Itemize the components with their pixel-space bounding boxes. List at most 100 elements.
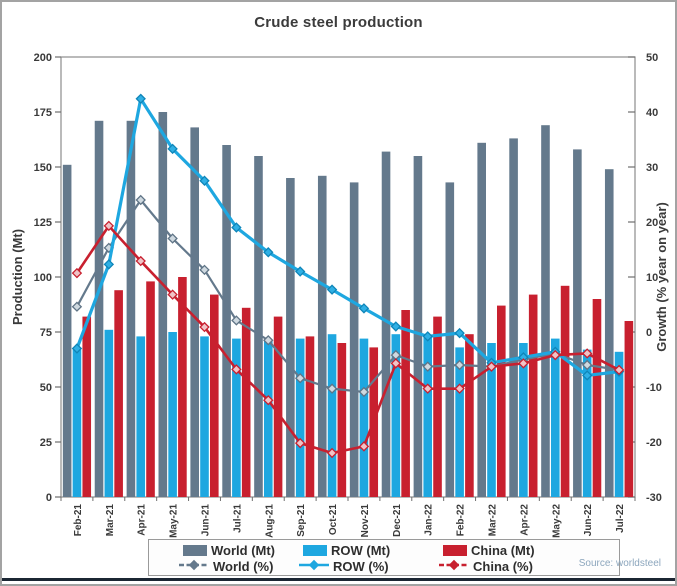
right-axis-tick-label: 50 [646,52,658,64]
marker-row-pct [263,247,274,258]
bar-china [560,285,570,497]
bar-world [604,169,614,497]
right-axis-tick-label: 30 [646,162,658,174]
bar-row [391,334,401,497]
bar-world [62,164,72,498]
right-axis-tick-label: 10 [646,272,658,284]
bar-world [413,156,423,497]
bar-china [114,290,123,497]
bar-china [305,336,315,497]
bar-china [82,316,92,497]
bar-china [210,294,219,497]
x-axis-label: Dec-21 [392,504,403,537]
bar-row [519,343,528,497]
marker-china-pct [135,255,146,267]
row-bar-swatch-icon [303,545,327,556]
marker-row-pct [422,331,433,342]
left-axis-tick-label: 75 [40,327,52,339]
legend-label: World (%) [213,559,274,574]
x-axis-label: Aug-21 [264,504,275,538]
marker-row-pct [358,303,370,314]
chart-title: Crude steel production [254,14,423,31]
marker-china-pct [550,349,561,361]
bar-world [94,120,104,498]
left-axis-tick-label: 25 [40,437,52,449]
marker-world-pct [71,301,83,312]
bar-world [158,112,168,497]
marker-china-pct [390,358,402,369]
marker-row-pct [294,266,306,277]
marker-world-pct [422,361,433,372]
china-bar-swatch-icon [443,545,467,556]
marker-world-pct [135,194,146,206]
line-china-pct [75,224,621,455]
bar-china [592,299,602,497]
bar-world [445,182,455,497]
marker-china-pct [581,348,593,359]
right-axis-tick-label: 20 [646,217,658,229]
bar-row [168,332,177,497]
x-axis-label: Mar-22 [488,504,499,537]
world-line-glyph [179,559,209,571]
right-axis-title: Growth (% year on year) [654,202,669,352]
bar-china [178,277,187,497]
marker-china-pct [613,364,625,376]
world-line-swatch-icon [179,559,209,574]
marker-world-pct [167,233,178,244]
marker-china-pct [167,289,178,300]
legend-label: ROW (%) [333,559,389,574]
x-axis-label: Jul-22 [615,504,626,533]
x-axis-label: May-22 [551,504,562,538]
left-axis-tick-label: 200 [34,52,52,64]
marker-world-pct [231,315,242,326]
x-axis-label: Mar-21 [105,504,116,537]
x-axis-label: Apr-21 [137,504,148,536]
marker-world-pct [326,383,338,394]
bar-row [232,338,241,497]
x-axis-label: May-21 [169,504,180,538]
bar-china [273,316,283,497]
china-line-swatch-icon [439,559,469,574]
x-axis-label: Oct-21 [328,504,339,536]
bar-world [573,149,582,497]
marker-china-pct [263,394,274,406]
bar-china [465,334,474,497]
legend-item-world-mt: World (Mt) [183,543,275,558]
right-axis-tick-label: -30 [646,492,662,504]
x-axis-label: Apr-22 [519,504,530,536]
bar-row [200,336,209,497]
world-bar-swatch-icon [183,545,207,556]
marker-row-pct [71,343,83,354]
footer-accent-bar [2,578,675,581]
marker-china-pct [199,321,210,333]
marker-china-pct [294,437,306,449]
left-axis-tick-label: 150 [34,162,52,174]
marker-row-pct [326,284,338,295]
marker-china-pct [231,364,242,375]
marker-world-pct [581,359,593,371]
bar-row [104,329,114,497]
china-line-glyph [439,559,469,571]
bar-china [241,307,251,497]
bar-world [317,175,327,498]
row-line-swatch-icon [299,559,329,574]
bar-china [624,321,634,497]
marker-row-pct [135,93,146,105]
bar-row [72,349,82,497]
left-axis-tick-label: 175 [34,107,52,119]
bar-world [222,145,231,497]
bar-row [136,336,146,497]
bar-row [582,349,592,497]
left-axis-title: Production (Mt) [10,229,25,325]
left-axis-tick-label: 0 [46,492,52,504]
bar-row [295,338,305,497]
bar-china [401,310,410,497]
marker-world-pct [263,335,274,346]
bar-china [497,305,506,497]
legend-label: China (%) [473,559,533,574]
bar-world [286,178,295,497]
left-axis-tick-label: 125 [34,217,52,229]
marker-row-pct [231,222,242,233]
